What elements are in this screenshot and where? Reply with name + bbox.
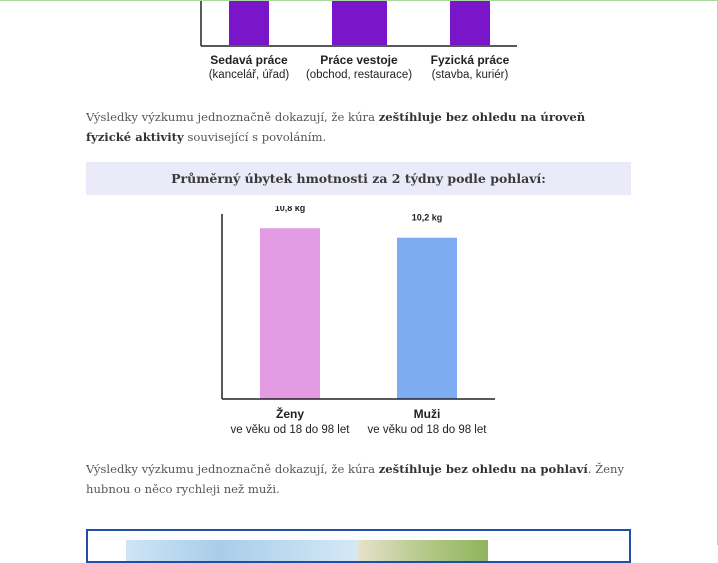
gender-category-sub: ve věku od 18 do 98 let [231,424,351,436]
activity-category-sedentary: Sedavá práce (kancelář, úřad) [179,53,319,81]
photo-greenery [358,540,488,561]
gender-chart: 10,8 kg Ženy ve věku od 18 do 98 let 10,2 k… [221,206,495,436]
para-text: Výsledky výzkumu jednoznačně dokazují, ž… [86,462,379,476]
category-sub: (kancelář, úřad) [208,69,290,81]
results-paragraph-activity: Výsledky výzkumu jednoznačně dokazují, ž… [86,108,631,147]
gender-labels: 10,8 kg Ženy ve věku od 18 do 98 let 10,2 k… [231,206,488,436]
gender-value-label: 10,2 kg [412,213,443,223]
category-name: Fyzická práce [430,53,510,67]
chart-title-banner: Průměrný úbytek hmotnosti za 2 týdny pod… [86,162,631,195]
gender-bars [260,228,457,399]
activity-bar-standing [332,1,387,45]
activity-bar-physical [450,1,490,45]
photo-sky [126,540,362,561]
para-text: související s povoláním. [183,129,327,144]
gender-category-name: Ženy [276,406,304,421]
para-bold: zeštíhluje bez ohledu na pohlaví [378,462,588,476]
gender-value-label: 10,8 kg [275,206,306,213]
activity-chart-axes [200,1,517,47]
gender-bar-women [260,228,320,399]
activity-bar-sedentary [229,1,269,45]
category-name: Práce vestoje [320,53,398,67]
gender-category-name: Muži [414,407,441,421]
para-bold: zeštíhluje bez ohledu na úroveň fyzické … [86,110,586,144]
category-sub: (obchod, restaurace) [305,69,413,81]
activity-category-standing: Práce vestoje (obchod, restaurace) [289,53,429,81]
gender-bar-men [397,237,457,399]
activity-chart: Sedavá práce (kancelář, úřad) Práce vest… [150,1,570,91]
results-paragraph-gender: Výsledky výzkumu jednoznačně dokazují, ž… [86,460,631,499]
para-text: . Ženy hubnou o něco rychleji než muži. [86,462,625,496]
para-text: Výsledky výzkumu jednoznačně dokazují, ž… [86,110,379,124]
activity-category-physical: Fyzická práce (stavba, kuriér) [400,53,540,81]
category-sub: (stavba, kuriér) [431,69,509,81]
category-name: Sedavá práce [210,53,288,67]
product-photo-frame [86,529,631,563]
gender-category-sub: ve věku od 18 do 98 let [368,424,488,436]
